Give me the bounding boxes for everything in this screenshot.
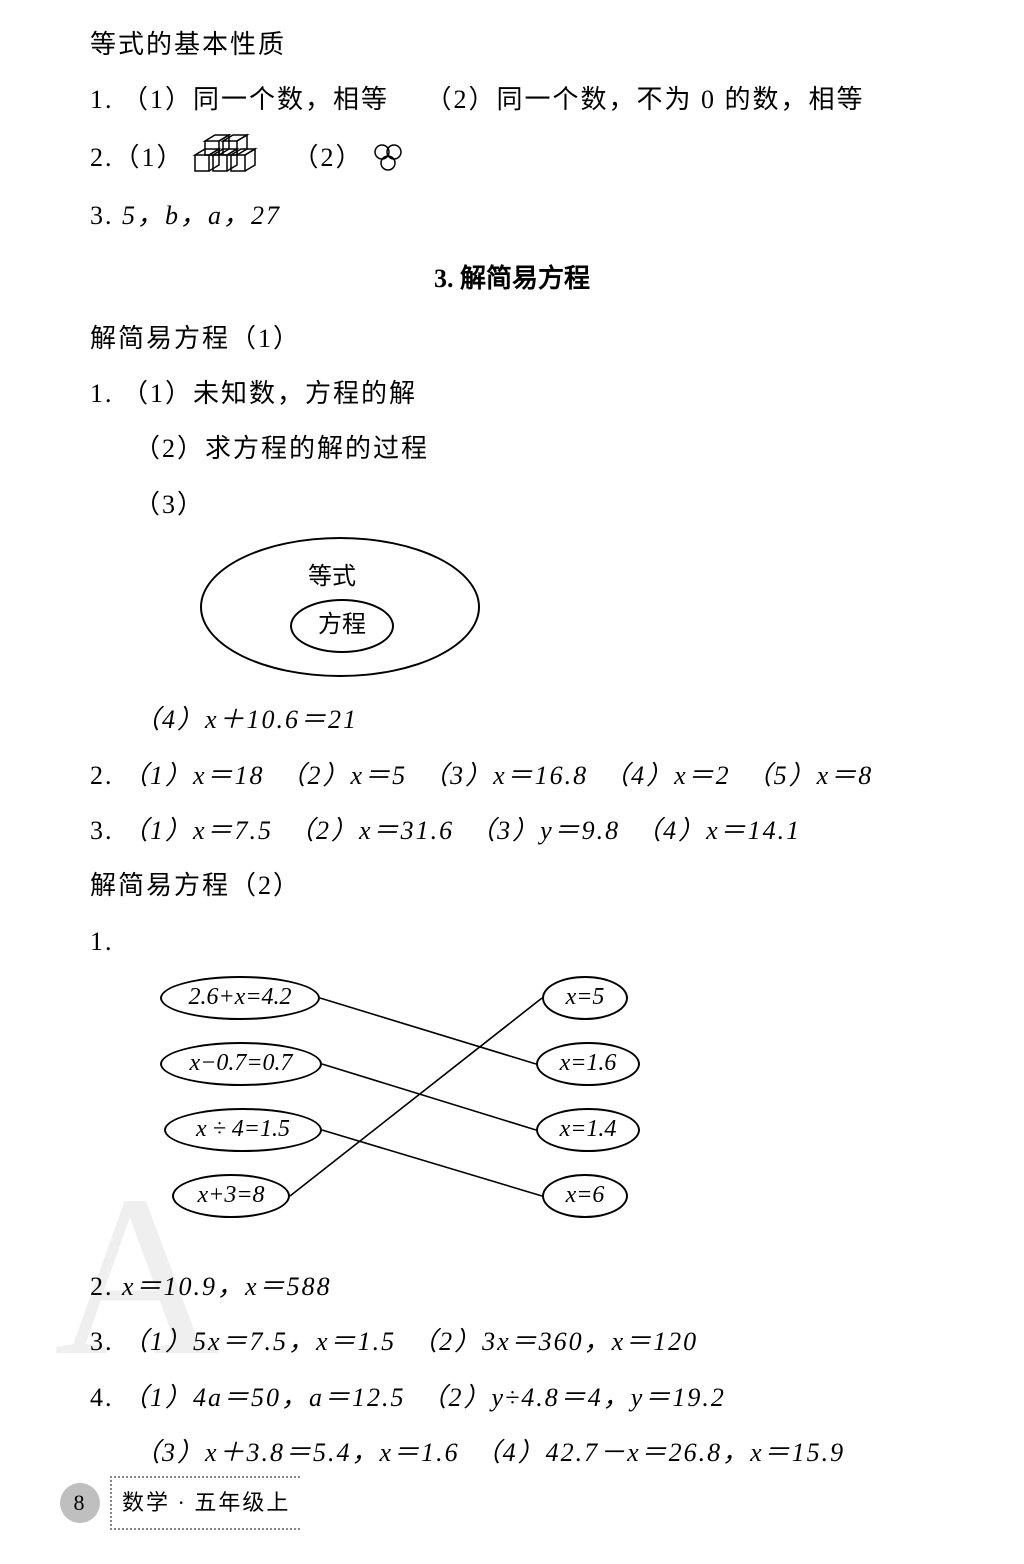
circles-icon bbox=[370, 143, 406, 173]
s1q1-l4: （4）x＋10.6＝21 bbox=[90, 695, 934, 744]
match-left-oval: x ÷ 4=1.5 bbox=[164, 1108, 322, 1152]
section-title-top: 等式的基本性质 bbox=[90, 20, 934, 69]
q3-line: 3. 5，b，a，27 bbox=[90, 191, 934, 240]
s2q4-text2: （3）x＋3.8＝5.4，x＝1.6 （4）42.7－x＝26.8，x＝15.9 bbox=[134, 1438, 845, 1467]
s1q1-l1: 1. （1）未知数，方程的解 bbox=[90, 369, 934, 418]
match-right-oval: x=5 bbox=[542, 976, 628, 1020]
sub1-title: 解简易方程（1） bbox=[90, 314, 934, 363]
s1q3-text: （1）x＝7.5 （2）x＝31.6 （3）y＝9.8 （4）x＝14.1 bbox=[122, 816, 801, 845]
s2q1-prefix: 1. bbox=[90, 917, 114, 966]
heading-3: 3. 解简易方程 bbox=[90, 254, 934, 303]
venn-outer-label: 等式 bbox=[308, 555, 356, 601]
s2q2-line: 2. x＝10.9，x＝588 bbox=[90, 1262, 934, 1311]
match-right-oval: x=1.6 bbox=[536, 1042, 640, 1086]
s1q1-l3: （3） bbox=[90, 480, 934, 529]
venn-inner-ellipse: 方程 bbox=[290, 599, 394, 653]
cubes-icon bbox=[191, 131, 269, 185]
q3-prefix: 3. bbox=[90, 191, 114, 240]
s1q3-prefix: 3. bbox=[90, 806, 114, 855]
s1q2-prefix: 2. bbox=[90, 751, 114, 800]
venn-diagram: 等式 方程 bbox=[200, 537, 490, 687]
venn-inner-label: 方程 bbox=[318, 603, 366, 649]
s2q4-l2: （3）x＋3.8＝5.4，x＝1.6 （4）42.7－x＝26.8，x＝15.9 bbox=[90, 1428, 934, 1477]
q1-line: 1. （1）同一个数，相等 （2）同一个数，不为 0 的数，相等 bbox=[90, 75, 934, 124]
s1q1-text1: （1）未知数，方程的解 bbox=[122, 379, 417, 408]
match-left-oval: 2.6+x=4.2 bbox=[160, 976, 320, 1020]
q2-prefix: 2. bbox=[90, 133, 114, 182]
q2-p1: （1） bbox=[114, 133, 185, 182]
s1q1-l4-text: （4）x＋10.6＝21 bbox=[134, 705, 358, 734]
s2q2-text: x＝10.9，x＝588 bbox=[122, 1272, 332, 1301]
s1q2-line: 2. （1）x＝18 （2）x＝5 （3）x＝16.8 （4）x＝2 （5）x＝… bbox=[90, 751, 934, 800]
q1-p2: （2）同一个数，不为 0 的数，相等 bbox=[426, 85, 865, 114]
s2q4-text1: （1）4a＝50，a＝12.5 （2）y÷4.8＝4，y＝19.2 bbox=[122, 1383, 726, 1412]
q2-line: 2. （1） （2） bbox=[90, 131, 934, 185]
q1-prefix: 1. bbox=[90, 75, 114, 124]
q3-text: 5，b，a，27 bbox=[122, 201, 281, 230]
s2q3-line: 3. （1）5x＝7.5，x＝1.5 （2）3x＝360，x＝120 bbox=[90, 1317, 934, 1366]
match-left-oval: x−0.7=0.7 bbox=[160, 1042, 322, 1086]
s1q3-line: 3. （1）x＝7.5 （2）x＝31.6 （3）y＝9.8 （4）x＝14.1 bbox=[90, 806, 934, 855]
s1q1-l3-label: （3） bbox=[134, 490, 205, 519]
page-footer: 8 数学 · 五年级上 bbox=[60, 1476, 300, 1530]
sub2-title: 解简易方程（2） bbox=[90, 861, 934, 910]
s2q4-l1: 4. （1）4a＝50，a＝12.5 （2）y÷4.8＝4，y＝19.2 bbox=[90, 1373, 934, 1422]
s2q4-prefix: 4. bbox=[90, 1373, 114, 1422]
s1q1-prefix: 1. bbox=[90, 369, 114, 418]
s2q1-line: 1. bbox=[90, 917, 934, 966]
s2q3-prefix: 3. bbox=[90, 1317, 114, 1366]
matching-diagram: 2.6+x=4.2 x−0.7=0.7 x ÷ 4=1.5 x+3=8 x=5 x=1.6… bbox=[150, 972, 710, 1252]
page-number-badge: 8 bbox=[60, 1483, 100, 1523]
match-right-oval: x=1.4 bbox=[536, 1108, 640, 1152]
footer-text: 数学 · 五年级上 bbox=[110, 1476, 300, 1530]
q2-p2: （2） bbox=[293, 133, 364, 182]
s2q3-text: （1）5x＝7.5，x＝1.5 （2）3x＝360，x＝120 bbox=[122, 1327, 698, 1356]
s2q2-prefix: 2. bbox=[90, 1262, 114, 1311]
match-right-oval: x=6 bbox=[542, 1174, 628, 1218]
match-left-oval: x+3=8 bbox=[172, 1174, 290, 1218]
s1q1-l2: （2）求方程的解的过程 bbox=[90, 424, 934, 473]
s1q2-text: （1）x＝18 （2）x＝5 （3）x＝16.8 （4）x＝2 （5）x＝8 bbox=[122, 761, 873, 790]
q1-p1: （1）同一个数，相等 bbox=[122, 85, 389, 114]
